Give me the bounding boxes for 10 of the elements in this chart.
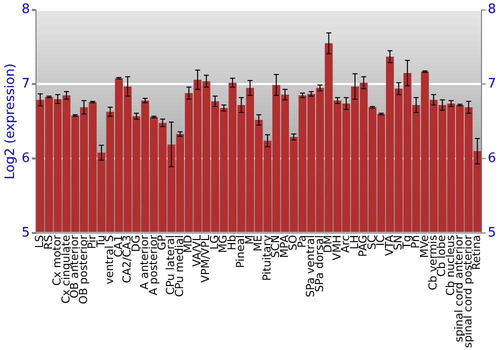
y-tick-label: 6 bbox=[22, 150, 30, 166]
y-tick-label: 7 bbox=[22, 76, 30, 92]
y-axis-title: Log2 (expression) bbox=[3, 63, 18, 180]
x-tick-label: Retina bbox=[470, 235, 484, 270]
y-tick-label: 5 bbox=[22, 225, 30, 240]
y2-tick-label: 8 bbox=[488, 2, 496, 18]
y-tick-label: 8 bbox=[22, 2, 30, 18]
y2-tick-label: 6 bbox=[488, 150, 496, 166]
y2-tick-label: 7 bbox=[488, 76, 496, 92]
y2-tick-label: 5 bbox=[488, 225, 496, 240]
